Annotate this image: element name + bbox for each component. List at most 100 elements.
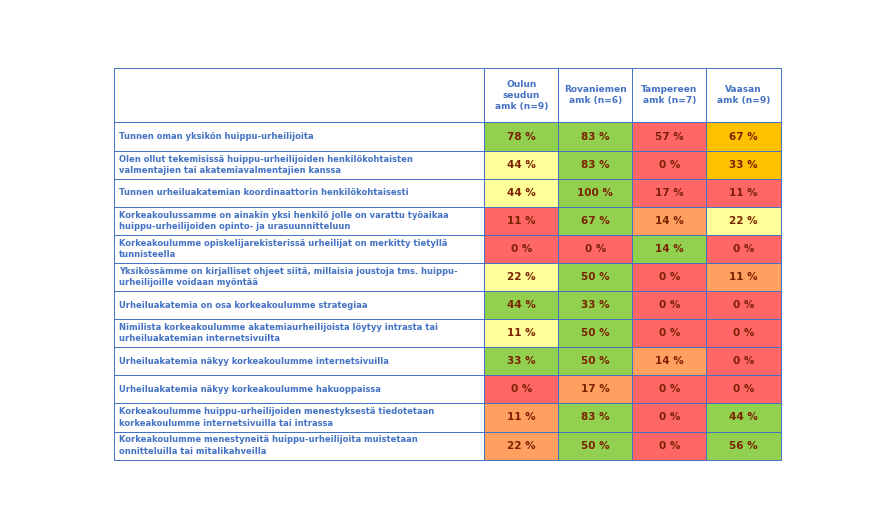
Bar xyxy=(114,122,484,151)
Text: 0 %: 0 % xyxy=(733,356,754,366)
Text: 44 %: 44 % xyxy=(507,188,536,198)
Bar xyxy=(558,207,632,235)
Bar xyxy=(558,179,632,207)
Text: 0 %: 0 % xyxy=(510,384,532,394)
Bar xyxy=(484,207,558,235)
Text: 0 %: 0 % xyxy=(658,272,680,282)
Text: Korkeakoulussamme on ainakin yksi henkilö jolle on varattu työaikaa
huippu-urhei: Korkeakoulussamme on ainakin yksi henkil… xyxy=(119,211,449,231)
Text: Korkeakoulumme opiskelijarekisterissä urheilijat on merkitty tietyllä
tunnisteel: Korkeakoulumme opiskelijarekisterissä ur… xyxy=(119,239,448,259)
Text: Yksikössämme on kirjalliset ohjeet siitä, millaisia joustoja tms. huippu-
urheil: Yksikössämme on kirjalliset ohjeet siitä… xyxy=(119,267,457,287)
Bar xyxy=(558,291,632,319)
Text: 11 %: 11 % xyxy=(507,216,536,226)
Bar xyxy=(706,235,780,263)
Bar xyxy=(114,69,484,122)
Text: 0 %: 0 % xyxy=(584,244,606,254)
Bar xyxy=(706,404,780,432)
Text: 0 %: 0 % xyxy=(510,244,532,254)
Bar xyxy=(114,404,484,432)
Text: 50 %: 50 % xyxy=(581,356,610,366)
Bar xyxy=(484,235,558,263)
Text: 0 %: 0 % xyxy=(658,328,680,338)
Text: 44 %: 44 % xyxy=(507,300,536,310)
Text: 78 %: 78 % xyxy=(507,132,536,141)
Text: 11 %: 11 % xyxy=(507,412,536,422)
Bar xyxy=(558,151,632,179)
Text: Urheiluakatemia on osa korkeakoulumme strategiaa: Urheiluakatemia on osa korkeakoulumme st… xyxy=(119,301,368,309)
Text: 50 %: 50 % xyxy=(581,328,610,338)
Bar xyxy=(558,375,632,404)
Text: 33 %: 33 % xyxy=(729,160,758,170)
Text: Nimilista korkeakoulumme akatemiaurheilijoista löytyy intrasta tai
urheiluakatem: Nimilista korkeakoulumme akatemiaurheili… xyxy=(119,323,438,343)
Text: 0 %: 0 % xyxy=(658,300,680,310)
Bar xyxy=(706,263,780,291)
Text: Tunnen urheiluakatemian koordinaattorin henkilökohtaisesti: Tunnen urheiluakatemian koordinaattorin … xyxy=(119,188,408,197)
Bar xyxy=(484,263,558,291)
Bar xyxy=(484,291,558,319)
Bar xyxy=(558,432,632,460)
Text: 44 %: 44 % xyxy=(729,412,758,422)
Text: 44 %: 44 % xyxy=(507,160,536,170)
Text: Korkeakoulumme huippu-urheilijoiden menestyksestä tiedotetaan
korkeakoulumme int: Korkeakoulumme huippu-urheilijoiden mene… xyxy=(119,407,435,427)
Bar xyxy=(114,347,484,375)
Bar xyxy=(632,375,706,404)
Bar xyxy=(114,235,484,263)
Text: 67 %: 67 % xyxy=(581,216,610,226)
Text: 83 %: 83 % xyxy=(581,132,610,141)
Bar xyxy=(114,179,484,207)
Text: 17 %: 17 % xyxy=(655,188,684,198)
Bar xyxy=(632,263,706,291)
Bar xyxy=(558,235,632,263)
Text: Vaasan
amk (n=9): Vaasan amk (n=9) xyxy=(717,85,770,106)
Bar xyxy=(706,69,780,122)
Text: Tampereen
amk (n=7): Tampereen amk (n=7) xyxy=(641,85,698,106)
Text: Rovaniemen
amk (n=6): Rovaniemen amk (n=6) xyxy=(564,85,627,106)
Text: 0 %: 0 % xyxy=(658,412,680,422)
Text: 83 %: 83 % xyxy=(581,160,610,170)
Text: 0 %: 0 % xyxy=(658,440,680,450)
Text: 0 %: 0 % xyxy=(733,384,754,394)
Text: 22 %: 22 % xyxy=(507,272,536,282)
Bar xyxy=(558,263,632,291)
Bar xyxy=(706,179,780,207)
Bar xyxy=(558,319,632,347)
Bar xyxy=(632,122,706,151)
Text: 22 %: 22 % xyxy=(507,440,536,450)
Text: 14 %: 14 % xyxy=(655,216,684,226)
Text: 22 %: 22 % xyxy=(729,216,758,226)
Bar xyxy=(558,347,632,375)
Bar xyxy=(632,151,706,179)
Bar xyxy=(632,319,706,347)
Bar xyxy=(484,347,558,375)
Bar xyxy=(706,207,780,235)
Bar xyxy=(484,151,558,179)
Text: 11 %: 11 % xyxy=(729,272,758,282)
Text: 0 %: 0 % xyxy=(658,160,680,170)
Text: Korkeakoulumme menestyneitä huippu-urheilijoita muistetaan
onnitteluilla tai mit: Korkeakoulumme menestyneitä huippu-urhei… xyxy=(119,435,418,456)
Text: 50 %: 50 % xyxy=(581,440,610,450)
Bar xyxy=(632,207,706,235)
Bar xyxy=(632,291,706,319)
Text: 0 %: 0 % xyxy=(733,244,754,254)
Text: 0 %: 0 % xyxy=(658,384,680,394)
Bar xyxy=(558,122,632,151)
Text: 57 %: 57 % xyxy=(655,132,684,141)
Text: Urheiluakatemia näkyy korkeakoulumme hakuoppaissa: Urheiluakatemia näkyy korkeakoulumme hak… xyxy=(119,385,381,394)
Bar xyxy=(632,432,706,460)
Text: 56 %: 56 % xyxy=(729,440,758,450)
Bar xyxy=(114,432,484,460)
Bar xyxy=(558,69,632,122)
Bar xyxy=(706,432,780,460)
Text: 50 %: 50 % xyxy=(581,272,610,282)
Bar xyxy=(114,263,484,291)
Bar xyxy=(706,319,780,347)
Text: Tunnen oman yksikön huippu-urheilijoita: Tunnen oman yksikön huippu-urheilijoita xyxy=(119,132,314,141)
Bar xyxy=(114,291,484,319)
Text: 33 %: 33 % xyxy=(581,300,610,310)
Bar xyxy=(706,291,780,319)
Bar xyxy=(632,404,706,432)
Text: 11 %: 11 % xyxy=(729,188,758,198)
Text: 14 %: 14 % xyxy=(655,356,684,366)
Bar xyxy=(484,375,558,404)
Bar xyxy=(114,151,484,179)
Text: Urheiluakatemia näkyy korkeakoulumme internetsivuilla: Urheiluakatemia näkyy korkeakoulumme int… xyxy=(119,357,388,366)
